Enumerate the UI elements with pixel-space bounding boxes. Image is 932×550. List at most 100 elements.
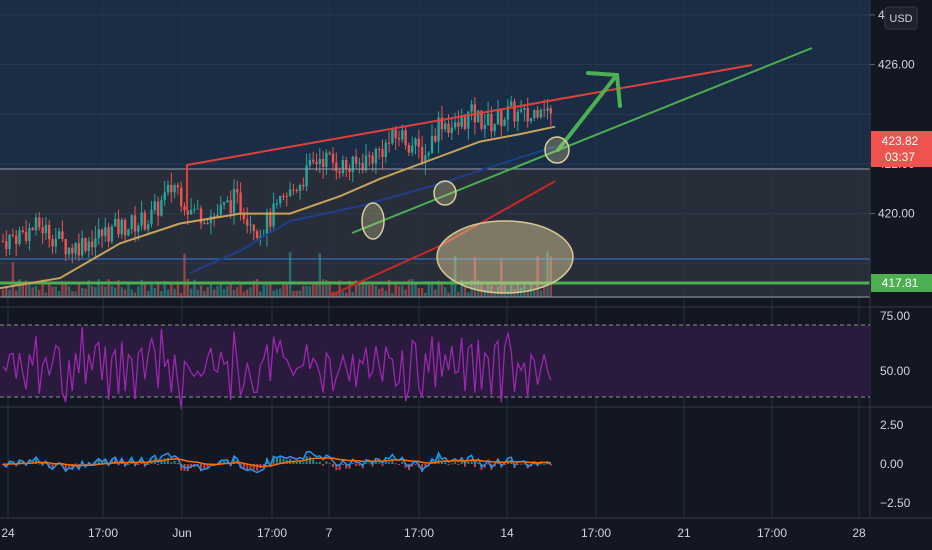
- time-tick-label: 28: [852, 526, 866, 540]
- volume-bar: [341, 291, 345, 297]
- candle-body: [255, 231, 259, 238]
- currency-label[interactable]: USD: [884, 6, 918, 30]
- volume-bar: [450, 279, 453, 297]
- macd-tick-label: 2.50: [880, 418, 904, 432]
- volume-bar: [546, 251, 549, 297]
- volume-bar: [110, 285, 114, 297]
- signal-line: [2, 457, 551, 468]
- volume-bar: [384, 290, 387, 297]
- resistance-trendline[interactable]: [186, 64, 753, 210]
- volume-bar: [143, 282, 147, 297]
- volume-bar: [411, 279, 414, 297]
- rsi-axis[interactable]: 50.00 75.00: [880, 309, 910, 378]
- volume-bar: [100, 285, 104, 297]
- volume-bar: [51, 286, 54, 297]
- candle-body: [368, 155, 371, 157]
- macd-histogram-bar: [226, 460, 229, 464]
- candle-body: [457, 122, 460, 127]
- volume-bar: [308, 286, 312, 297]
- candle-body: [467, 111, 470, 129]
- candle-body: [331, 153, 335, 163]
- volume-bar: [536, 255, 539, 297]
- candle-body: [156, 201, 160, 216]
- volume-bar: [361, 279, 364, 297]
- volume-bar: [371, 283, 374, 297]
- candle-body: [34, 217, 38, 231]
- candle-body: [378, 148, 381, 150]
- price-tick-label: 426.00: [878, 58, 915, 72]
- macd-axis[interactable]: −2.50 0.00 2.50: [880, 418, 911, 510]
- currency-button[interactable]: [884, 6, 918, 30]
- candle-body: [493, 124, 496, 132]
- macd-histogram-bar: [64, 464, 67, 471]
- candle-body: [315, 161, 318, 165]
- volume-bar: [213, 289, 216, 297]
- volume-bar: [180, 292, 183, 297]
- volume-bar: [394, 282, 397, 297]
- volume-bar: [506, 291, 510, 297]
- volume-bar: [64, 281, 67, 297]
- macd-histogram-bar: [114, 458, 117, 464]
- volume-bar: [473, 257, 477, 297]
- volume-bar: [387, 279, 391, 297]
- candle-body: [97, 229, 100, 239]
- volume-bar: [265, 283, 269, 297]
- volume-bar: [57, 290, 61, 297]
- volume-bar: [252, 280, 255, 297]
- macd-histogram-bar: [292, 460, 295, 464]
- volume-bar: [288, 251, 292, 297]
- volume-bar: [404, 289, 407, 297]
- volume-bar: [249, 287, 252, 297]
- volume-bar: [163, 280, 166, 297]
- candle-body: [427, 152, 430, 156]
- candle-body: [216, 214, 219, 217]
- macd-histogram-bar: [539, 463, 542, 465]
- candle-body: [506, 106, 510, 120]
- candle-body: [186, 210, 189, 215]
- volume-bar: [480, 282, 483, 297]
- candle-body: [206, 223, 209, 225]
- candle-body: [404, 130, 407, 146]
- candle-body: [166, 184, 170, 193]
- candle-body: [176, 185, 180, 188]
- time-tick-label: 7: [326, 526, 333, 540]
- candle-body: [282, 195, 285, 197]
- volume-bar: [378, 288, 381, 297]
- time-axis[interactable]: 24 17:00 Jun 17:00 7 17:00 14 17:00 21 17:00 28: [1, 526, 866, 540]
- macd-histogram-bar: [180, 464, 183, 471]
- volume-bar: [272, 290, 275, 297]
- macd-histogram-bar: [104, 459, 107, 464]
- rising-support-trendline[interactable]: [351, 47, 813, 234]
- macd-histogram-bar: [341, 464, 344, 465]
- volume-bar: [232, 289, 236, 297]
- volume-bar: [397, 286, 401, 297]
- candle-body: [265, 212, 269, 236]
- volume-bar: [503, 283, 506, 297]
- candle-body: [351, 156, 354, 172]
- macd-histogram-bar: [454, 462, 457, 464]
- volume-bar: [305, 285, 308, 297]
- volume-bar: [222, 289, 226, 297]
- macd-histogram-bar: [318, 461, 321, 464]
- macd-histogram-bar: [97, 458, 100, 464]
- volume-bar: [196, 289, 199, 297]
- candle-body: [470, 104, 473, 112]
- macd-histogram-bar: [272, 455, 275, 464]
- macd-histogram-bar: [404, 464, 407, 468]
- volume-bar: [140, 279, 143, 297]
- macd-histogram-bar: [411, 464, 414, 467]
- candle-body: [90, 241, 94, 248]
- volume-bar: [133, 292, 137, 297]
- macd-histogram-bar: [137, 464, 140, 465]
- macd-histogram-bar: [487, 463, 490, 465]
- candle-body: [298, 184, 302, 192]
- volume-bar: [374, 285, 378, 297]
- candle-body: [203, 223, 206, 225]
- candle-body: [338, 171, 341, 174]
- volume-bar: [447, 292, 450, 297]
- time-tick-label: 17:00: [257, 526, 287, 540]
- volume-bar: [463, 285, 467, 297]
- macd-histogram-bar: [348, 464, 351, 469]
- macd-histogram-bar: [437, 455, 440, 464]
